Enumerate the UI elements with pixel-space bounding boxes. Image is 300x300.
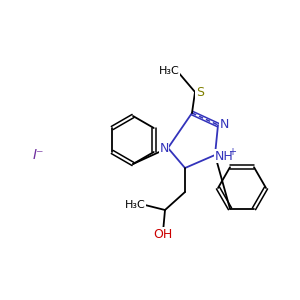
Text: N: N <box>219 118 229 130</box>
Text: N: N <box>159 142 169 154</box>
Text: H₃C: H₃C <box>159 66 179 76</box>
Text: H₃C: H₃C <box>124 200 146 210</box>
Text: OH: OH <box>153 227 172 241</box>
Text: +: + <box>228 147 236 157</box>
Text: I⁻: I⁻ <box>32 148 44 162</box>
Text: S: S <box>196 85 204 98</box>
Text: NH: NH <box>214 149 233 163</box>
